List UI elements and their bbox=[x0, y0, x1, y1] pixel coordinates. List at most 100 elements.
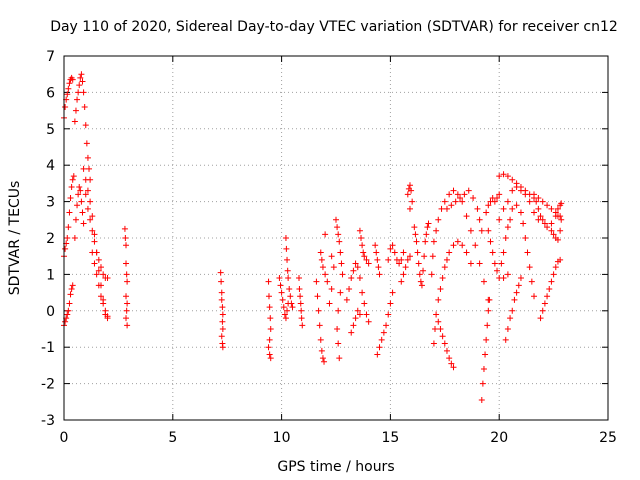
data-point bbox=[334, 326, 341, 332]
data-point bbox=[546, 285, 553, 292]
data-point bbox=[339, 271, 346, 278]
data-point bbox=[438, 205, 445, 212]
data-point bbox=[124, 322, 131, 329]
data-point bbox=[517, 187, 524, 194]
data-point bbox=[318, 347, 325, 354]
data-point bbox=[72, 107, 79, 114]
data-point bbox=[504, 198, 511, 205]
data-point bbox=[467, 260, 474, 267]
data-point bbox=[65, 85, 72, 92]
data-point bbox=[282, 315, 289, 322]
data-point bbox=[365, 318, 372, 325]
data-point bbox=[67, 291, 74, 298]
data-point bbox=[454, 238, 461, 245]
data-point bbox=[276, 275, 283, 282]
data-point bbox=[480, 366, 487, 373]
data-point bbox=[62, 103, 69, 110]
data-point bbox=[524, 249, 531, 256]
data-point bbox=[491, 260, 498, 267]
data-point bbox=[278, 289, 285, 296]
data-point bbox=[396, 260, 403, 267]
y-tick-label: -3 bbox=[41, 413, 55, 429]
data-point bbox=[439, 275, 446, 282]
data-point bbox=[280, 304, 287, 311]
data-point bbox=[297, 293, 304, 300]
data-point bbox=[91, 231, 98, 238]
data-point bbox=[319, 264, 326, 271]
data-point bbox=[66, 300, 73, 307]
data-point bbox=[321, 358, 328, 365]
data-point bbox=[420, 267, 427, 274]
data-point bbox=[446, 249, 453, 256]
data-point bbox=[558, 216, 565, 223]
data-point bbox=[97, 293, 104, 300]
data-point bbox=[363, 311, 370, 318]
data-point bbox=[62, 245, 69, 252]
y-tick-label: 7 bbox=[46, 49, 55, 65]
data-point bbox=[463, 249, 470, 256]
data-point bbox=[317, 336, 324, 343]
data-point bbox=[417, 278, 424, 285]
data-point bbox=[433, 227, 440, 234]
data-point bbox=[498, 260, 505, 267]
data-point bbox=[72, 216, 79, 223]
data-point bbox=[428, 271, 435, 278]
data-point bbox=[515, 282, 522, 289]
data-point bbox=[435, 318, 442, 325]
data-point bbox=[376, 271, 383, 278]
data-point bbox=[315, 307, 322, 314]
data-point bbox=[68, 285, 75, 292]
data-point bbox=[91, 238, 98, 245]
data-point bbox=[378, 336, 385, 343]
data-point bbox=[430, 340, 437, 347]
x-tick-label: 25 bbox=[599, 430, 617, 446]
data-point bbox=[467, 227, 474, 234]
data-point bbox=[385, 256, 392, 263]
data-point bbox=[277, 282, 284, 289]
data-point bbox=[537, 213, 544, 220]
data-point bbox=[539, 198, 546, 205]
data-point bbox=[82, 122, 89, 129]
data-point bbox=[480, 278, 487, 285]
data-point bbox=[69, 282, 76, 289]
data-point bbox=[385, 311, 392, 318]
data-point bbox=[86, 165, 93, 172]
data-point bbox=[423, 231, 430, 238]
data-point bbox=[313, 278, 320, 285]
data-point bbox=[548, 205, 555, 212]
data-point bbox=[376, 344, 383, 351]
data-point bbox=[97, 264, 104, 271]
data-point bbox=[80, 165, 87, 172]
data-point bbox=[360, 249, 367, 256]
data-point bbox=[319, 355, 326, 362]
data-point bbox=[558, 200, 565, 207]
data-point bbox=[298, 307, 305, 314]
data-point bbox=[81, 103, 88, 110]
data-point bbox=[485, 202, 492, 209]
data-point bbox=[504, 271, 511, 278]
data-point bbox=[359, 242, 366, 249]
x-axis-title: GPS time / hours bbox=[277, 459, 394, 475]
y-tick-label: 6 bbox=[46, 85, 55, 101]
data-point bbox=[285, 275, 292, 282]
data-point bbox=[446, 355, 453, 362]
data-point bbox=[336, 238, 343, 245]
data-point bbox=[64, 235, 71, 241]
data-point bbox=[443, 347, 450, 354]
data-point bbox=[337, 289, 344, 296]
data-point bbox=[479, 380, 486, 387]
data-point bbox=[67, 194, 74, 201]
data-point bbox=[421, 253, 428, 260]
data-point bbox=[359, 289, 366, 296]
data-point bbox=[298, 315, 305, 322]
data-point bbox=[450, 364, 457, 371]
data-point bbox=[95, 256, 102, 263]
data-point bbox=[465, 187, 472, 194]
data-point bbox=[425, 220, 432, 227]
y-tick-label: 0 bbox=[46, 304, 55, 320]
data-point bbox=[502, 235, 509, 241]
data-point bbox=[448, 202, 455, 209]
data-point bbox=[124, 278, 131, 285]
data-point bbox=[509, 307, 516, 314]
data-point bbox=[400, 271, 407, 278]
